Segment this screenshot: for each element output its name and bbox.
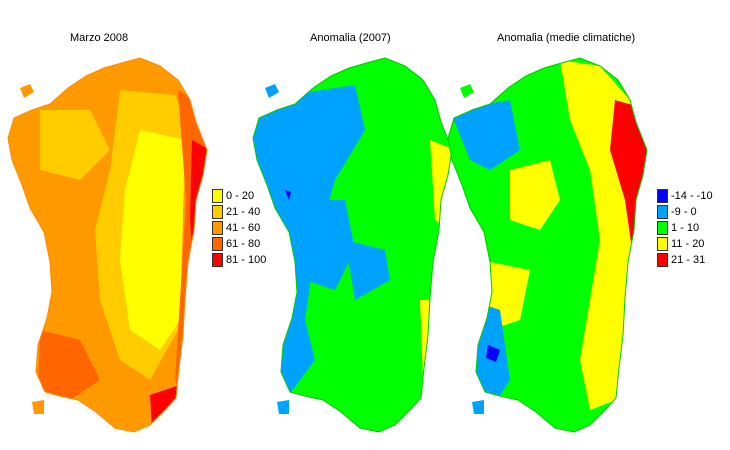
- legend-item: 0 - 20: [212, 188, 266, 204]
- legend-item: 11 - 20: [657, 236, 713, 252]
- legend-item: -9 - 0: [657, 204, 713, 220]
- legend-swatch: [657, 253, 668, 267]
- legend-label: 41 - 60: [226, 222, 261, 234]
- legend-swatch: [212, 189, 223, 203]
- legend-swatch: [212, 253, 223, 267]
- legend-item: 1 - 10: [657, 220, 713, 236]
- legend-label: -14 - -10: [671, 190, 713, 202]
- legend-marzo-2008: 0 - 20 21 - 40 41 - 60 61 - 80 81 - 100: [212, 188, 266, 268]
- legend-label: 0 - 20: [226, 190, 255, 202]
- map-title-marzo-2008: Marzo 2008: [70, 32, 129, 44]
- map-title-anomalia-2007: Anomalia (2007): [310, 32, 391, 44]
- map-anomalia-medie: [447, 57, 648, 433]
- legend-swatch: [657, 205, 668, 219]
- legend-item: 61 - 80: [212, 236, 266, 252]
- legend-item: 41 - 60: [212, 220, 266, 236]
- legend-label: 81 - 100: [226, 254, 267, 266]
- legend-swatch: [657, 189, 668, 203]
- legend-swatch: [212, 237, 223, 251]
- legend-label: 1 - 10: [671, 222, 700, 234]
- map-title-anomalia-medie: Anomalia (medie climatiche): [497, 32, 636, 44]
- legend-label: -9 - 0: [671, 206, 697, 218]
- legend-swatch: [657, 237, 668, 251]
- legend-item: 21 - 31: [657, 252, 713, 268]
- legend-item: 81 - 100: [212, 252, 266, 268]
- map-anomalia-2007: [252, 57, 453, 433]
- legend-item: -14 - -10: [657, 188, 713, 204]
- legend-anomalia-medie: -14 - -10 -9 - 0 1 - 10 11 - 20 21 - 31: [657, 188, 713, 268]
- legend-label: 11 - 20: [671, 238, 705, 250]
- legend-label: 21 - 31: [671, 254, 706, 266]
- map-marzo-2008: [7, 57, 208, 433]
- legend-swatch: [212, 205, 223, 219]
- legend-label: 61 - 80: [226, 238, 261, 250]
- legend-swatch: [657, 221, 668, 235]
- legend-swatch: [212, 221, 223, 235]
- legend-item: 21 - 40: [212, 204, 266, 220]
- legend-label: 21 - 40: [226, 206, 261, 218]
